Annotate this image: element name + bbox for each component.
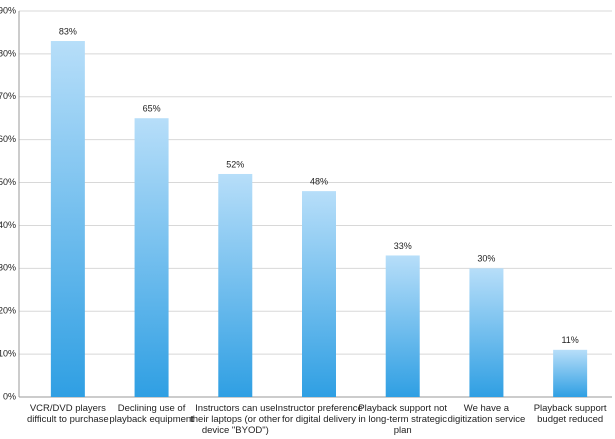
bar <box>50 41 85 398</box>
y-tick-label: 0% <box>3 391 16 401</box>
x-tick-label: Instructor preference for digital delive… <box>275 403 363 425</box>
x-tick-label: Declining use of playback equipment <box>109 403 194 425</box>
value-label: 48% <box>310 177 328 187</box>
bar <box>469 268 504 397</box>
y-tick-label: 90% <box>0 5 16 15</box>
y-tick-label: 40% <box>0 220 16 230</box>
bar <box>553 349 588 397</box>
y-tick-label: 10% <box>0 348 16 358</box>
y-tick-label: 80% <box>0 48 16 58</box>
bar <box>218 173 253 397</box>
x-tick-label: Playback support budget reduced <box>533 403 607 425</box>
x-tick-label: We have a digitization service <box>447 403 526 425</box>
y-tick-label: 70% <box>0 91 16 101</box>
value-label: 11% <box>561 335 578 345</box>
value-label: 65% <box>143 104 161 114</box>
x-tick-label: Instructors can use their laptops (or ot… <box>190 403 281 436</box>
x-tick-label: VCR/DVD players difficult to purchase <box>27 403 109 425</box>
value-label: 83% <box>59 26 77 36</box>
value-label: 52% <box>226 159 244 169</box>
value-label: 30% <box>477 254 495 264</box>
x-tick-label: Playback support not in long-term strate… <box>358 403 448 436</box>
bar <box>302 191 336 397</box>
y-tick-label: 50% <box>0 177 16 187</box>
bar <box>385 255 420 397</box>
y-tick-label: 20% <box>0 306 16 316</box>
y-tick-label: 30% <box>0 263 16 273</box>
bar <box>134 118 169 397</box>
y-tick-label: 60% <box>0 134 16 144</box>
value-label: 33% <box>394 241 412 251</box>
